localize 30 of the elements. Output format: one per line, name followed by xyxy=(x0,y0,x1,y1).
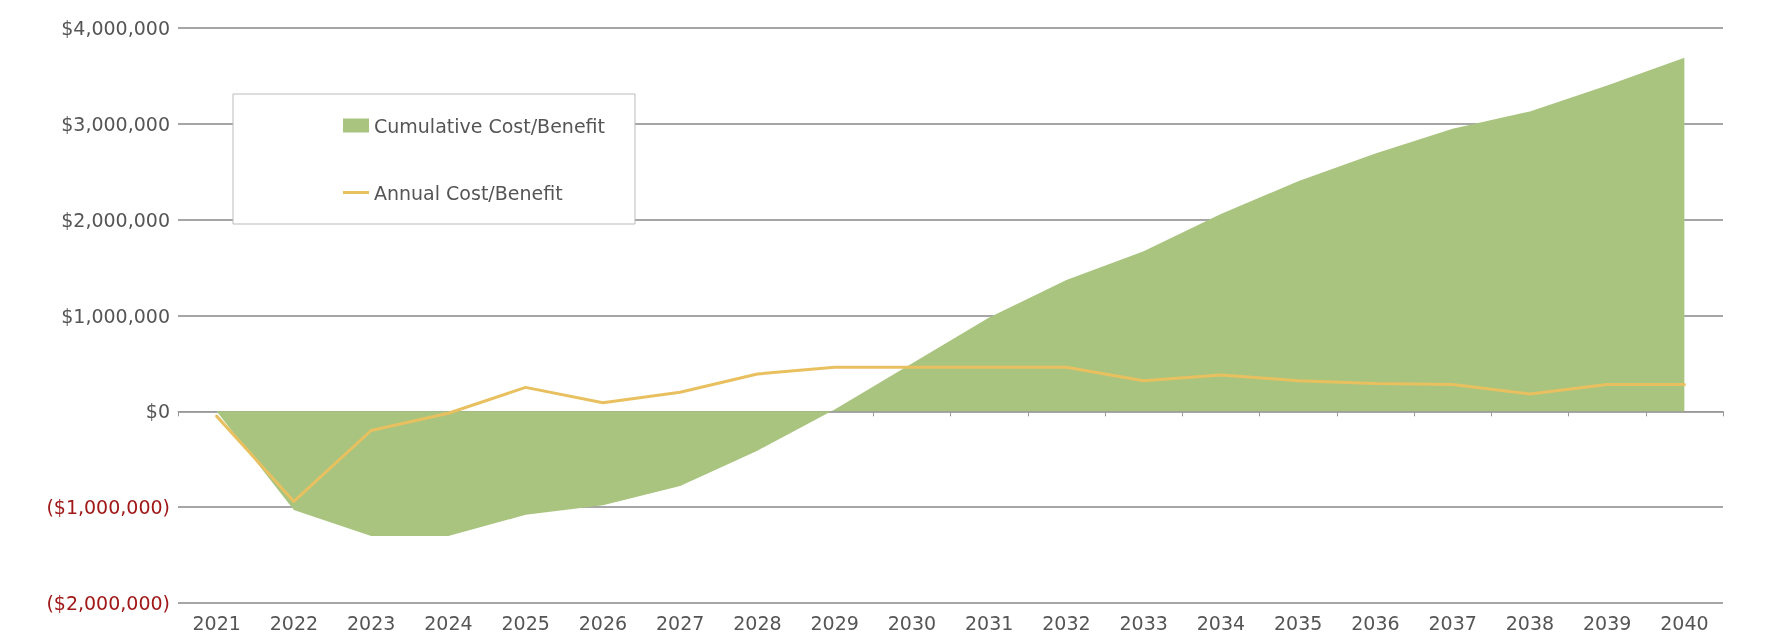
x-tick-label: 2025 xyxy=(501,611,550,634)
y-tick-label: $2,000,000 xyxy=(61,208,170,231)
y-tick-label: $0 xyxy=(145,400,170,423)
y-tick-label: $1,000,000 xyxy=(61,304,170,327)
x-tick-label: 2028 xyxy=(733,611,782,634)
x-tick-label: 2022 xyxy=(269,611,319,634)
x-tick-label: 2034 xyxy=(1196,611,1246,634)
x-tick-label: 2035 xyxy=(1273,611,1323,634)
x-tick-label: 2027 xyxy=(655,611,705,634)
x-tick-label: 2021 xyxy=(192,611,241,634)
y-tick-label: $3,000,000 xyxy=(61,112,170,135)
legend-label: Cumulative Cost/Benefit xyxy=(374,114,605,137)
x-tick-label: 2036 xyxy=(1351,611,1400,634)
x-tick-label: 2032 xyxy=(1042,611,1091,634)
x-tick-label: 2023 xyxy=(346,611,396,634)
x-tick-label: 2039 xyxy=(1582,611,1632,634)
x-tick-label: 2030 xyxy=(887,611,937,634)
y-tick-label: $4,000,000 xyxy=(61,17,170,39)
x-tick-label: 2033 xyxy=(1119,611,1168,634)
line-series xyxy=(215,365,1686,503)
legend-label: Annual Cost/Benefit xyxy=(374,181,563,204)
x-tick-label: 2037 xyxy=(1428,611,1477,634)
x-tick-label: 2031 xyxy=(964,611,1014,634)
x-tick-label: 2038 xyxy=(1505,611,1555,634)
x-tick-label: 2040 xyxy=(1660,611,1709,634)
y-tick-label: ($2,000,000) xyxy=(46,592,170,614)
x-tick-label: 2024 xyxy=(424,611,473,634)
x-tick-label: 2026 xyxy=(578,611,628,634)
x-tick-label: 2029 xyxy=(810,611,859,634)
y-tick-label: ($1,000,000) xyxy=(46,496,170,519)
